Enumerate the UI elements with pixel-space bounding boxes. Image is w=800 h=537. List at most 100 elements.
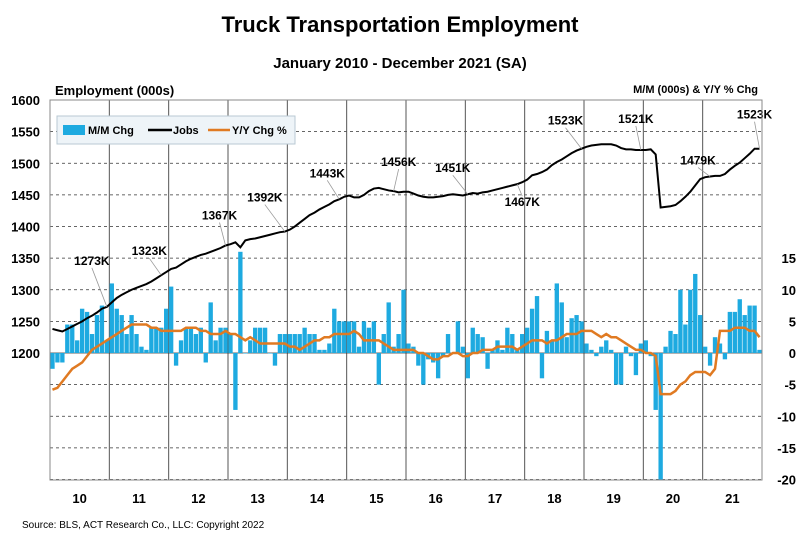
- y-left-tick-label: 1450: [11, 188, 40, 203]
- mm-bar: [248, 340, 253, 353]
- x-tick-label: 21: [725, 491, 739, 506]
- legend-label-yy: Y/Y Chg %: [232, 125, 287, 137]
- axes: 10 11 12 13 14 15 16 17 18 19 20 21 1200 1250 1300 1350…: [11, 93, 796, 506]
- mm-bar: [475, 334, 480, 353]
- y-left-tick-label: 1600: [11, 93, 40, 108]
- mm-bar: [470, 327, 475, 353]
- mm-bar: [376, 353, 381, 385]
- mm-bar: [178, 340, 184, 353]
- mm-bar: [322, 349, 327, 353]
- mm-bar: [579, 321, 584, 353]
- mm-bar: [559, 302, 564, 353]
- mm-bar: [361, 321, 367, 353]
- y-right-tick-label: 15: [782, 251, 796, 266]
- legend-box: [56, 115, 296, 145]
- mm-bar: [342, 321, 347, 353]
- mm-bar: [312, 334, 317, 353]
- mm-bar: [520, 334, 525, 353]
- mm-bar: [688, 289, 693, 353]
- mm-bar: [455, 321, 461, 353]
- legend-swatch-mm: [63, 125, 85, 135]
- mm-bar: [371, 321, 377, 353]
- mm-bar: [317, 349, 322, 353]
- mm-bar: [421, 353, 426, 385]
- mm-bar: [50, 353, 55, 369]
- mm-bar: [99, 305, 105, 353]
- mm-bar: [539, 353, 545, 379]
- mm-bar: [346, 321, 352, 353]
- mm-bar: [465, 353, 470, 379]
- legend: M/M Chg Jobs Y/Y Chg %: [56, 115, 296, 145]
- mm-bar: [75, 340, 80, 353]
- mm-bar: [60, 353, 65, 363]
- x-tick-label: 11: [132, 491, 146, 506]
- legend-label-mm: M/M Chg: [88, 125, 134, 137]
- mm-bar: [94, 315, 100, 353]
- annotation-leader: [452, 174, 469, 195]
- annotation-label: 1451K: [435, 161, 471, 175]
- mm-bar: [544, 330, 550, 353]
- mm-bar: [104, 340, 110, 353]
- mm-bar: [243, 353, 248, 354]
- mm-bar: [485, 353, 490, 369]
- mm-bar: [435, 353, 441, 379]
- mm-bar: [757, 349, 762, 353]
- mm-bar: [287, 334, 292, 353]
- jobs-line: [52, 143, 760, 333]
- mm-bar: [653, 353, 658, 410]
- yy-line: [52, 323, 761, 396]
- mm-bar: [337, 321, 342, 353]
- mm-bar: [732, 311, 737, 353]
- mm-bar: [609, 349, 614, 353]
- mm-bar: [683, 324, 688, 353]
- mm-bar: [702, 346, 708, 353]
- right-axis-label: M/M (000s) & Y/Y % Chg: [633, 84, 758, 96]
- mm-bar: [604, 340, 609, 353]
- mm-bar: [386, 302, 391, 353]
- mm-bar: [564, 337, 569, 353]
- mm-bar: [55, 353, 60, 363]
- mm-bar: [663, 346, 668, 353]
- annotation-leader: [697, 167, 711, 177]
- x-tick-label: 16: [428, 491, 442, 506]
- mm-bar: [712, 337, 718, 353]
- mm-bar: [747, 305, 752, 353]
- mm-bar: [742, 315, 747, 353]
- mm-bar: [737, 299, 742, 353]
- plot-frame: [49, 99, 763, 481]
- source-note: Source: BLS, ACT Research Co., LLC: Copy…: [22, 520, 265, 531]
- y-left-tick-label: 1500: [11, 156, 40, 171]
- mm-bar: [416, 353, 421, 366]
- mm-bar: [89, 334, 95, 353]
- mm-bar: [84, 311, 90, 353]
- mm-bar: [623, 346, 629, 353]
- annotation-label: 1443K: [310, 166, 346, 180]
- annotation-leader: [91, 267, 108, 307]
- mm-bar: [223, 327, 228, 353]
- x-tick-label: 18: [547, 491, 561, 506]
- mm-bar: [233, 353, 238, 410]
- y-right-tick-label: -20: [777, 473, 796, 488]
- annotations: 1273K 1323K 1367K 1392K 1443K 1456K 1451K 1467K…: [74, 108, 773, 307]
- y-right-tick-label: 5: [789, 314, 796, 329]
- mm-bar: [722, 353, 728, 360]
- mm-bar: [618, 353, 624, 385]
- mm-bar: [139, 346, 144, 353]
- y-left-tick-label: 1550: [11, 125, 40, 140]
- mm-bar: [332, 308, 337, 353]
- annotation-leader: [219, 222, 226, 246]
- y-left-tick-label: 1250: [11, 314, 40, 329]
- y-left-tick-label: 1200: [11, 346, 40, 361]
- mm-bar: [613, 353, 619, 385]
- mm-bar: [114, 308, 119, 353]
- annotation-label: 1523K: [548, 114, 584, 128]
- mm-bar: [445, 334, 451, 353]
- annotation-leader: [754, 121, 760, 149]
- mm-bar: [529, 308, 535, 353]
- mm-bar: [168, 286, 174, 353]
- series-lines: [52, 143, 761, 396]
- y-left-tick-label: 1300: [11, 283, 40, 298]
- x-tick-label: 17: [488, 491, 502, 506]
- mm-bar: [159, 327, 164, 353]
